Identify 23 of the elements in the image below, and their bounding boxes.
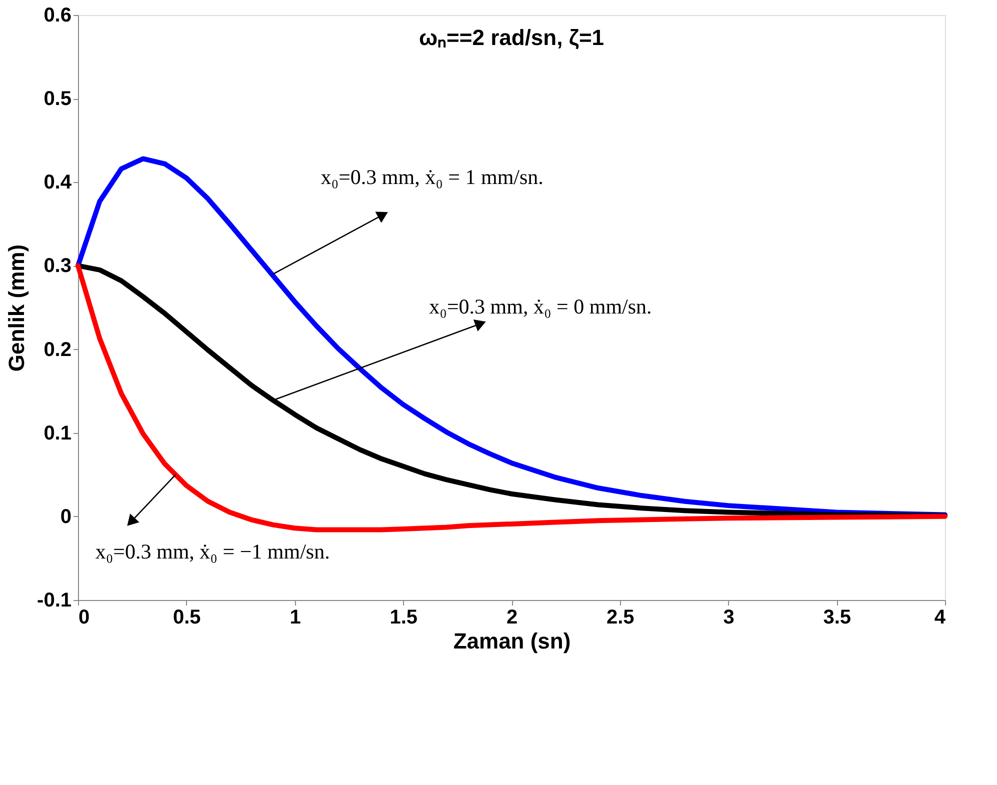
x-tick-label: 2.5 xyxy=(606,606,634,628)
chart-title: ωₙ==2 rad/sn, ζ=1 xyxy=(418,25,604,50)
x-axis-title: Zaman (sn) xyxy=(453,628,571,654)
y-tick-label: 0.1 xyxy=(44,422,72,444)
x-tick-label: 3 xyxy=(723,606,734,628)
annotation: x₀=0.3 mm, ẋ₀ = 1 mm/sn. xyxy=(320,164,544,189)
annotation: x₀=0.3 mm, ẋ₀ = 0 mm/sn. xyxy=(429,294,652,318)
y-tick-label: 0.5 xyxy=(44,88,72,110)
y-axis-title: Genlik (mm) xyxy=(4,244,30,372)
x-tick-label: 0 xyxy=(78,606,90,628)
y-tick-label: 0.4 xyxy=(44,172,72,194)
x-tick-label: 0.5 xyxy=(172,606,201,628)
y-tick-label: 0 xyxy=(60,506,72,528)
annotation: x₀=0.3 mm, ẋ₀ = −1 mm/sn. xyxy=(95,539,330,564)
x-tick-label: 1 xyxy=(290,606,301,628)
y-tick-label: 0.6 xyxy=(44,4,72,26)
x-tick-label: 3.5 xyxy=(823,606,852,628)
y-tick-label: -0.1 xyxy=(37,590,72,612)
x-tick-label: 2 xyxy=(506,606,518,628)
x-tick-label: 1.5 xyxy=(390,606,418,628)
y-tick-label: 0.3 xyxy=(44,255,72,278)
y-tick-label: 0.2 xyxy=(44,338,72,361)
x-tick-label: 4 xyxy=(934,606,946,628)
